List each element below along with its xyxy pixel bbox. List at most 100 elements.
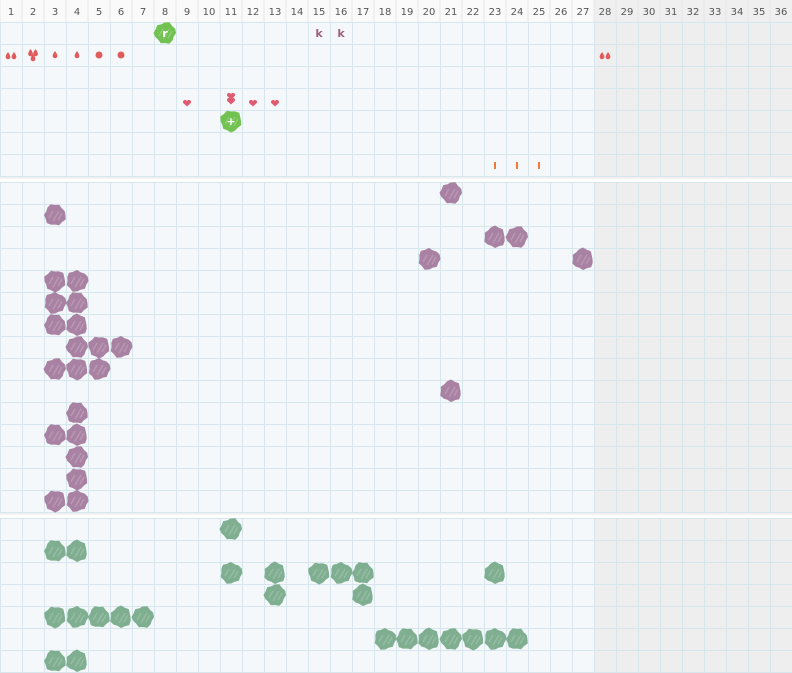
blob	[66, 292, 88, 314]
blob	[88, 336, 110, 359]
blob-texture	[356, 590, 371, 602]
column-number: 36	[775, 7, 788, 18]
tick-marker	[538, 162, 540, 169]
heart	[248, 99, 258, 107]
column-number: 35	[753, 7, 766, 18]
blob	[220, 562, 243, 584]
blob-texture	[48, 298, 63, 310]
blob-texture	[136, 612, 151, 624]
droplet	[33, 49, 38, 57]
column-number: 16	[335, 7, 348, 18]
droplet	[5, 52, 11, 60]
section-shade	[594, 182, 792, 512]
blob	[66, 539, 87, 562]
column-number: 9	[184, 7, 190, 18]
blob-texture	[92, 364, 107, 376]
blob	[44, 490, 66, 513]
blob-texture	[70, 276, 85, 288]
column-number: 30	[643, 7, 656, 18]
blob-texture	[48, 430, 63, 442]
column-number: 21	[445, 7, 458, 18]
blob	[462, 628, 484, 651]
column-number: 14	[291, 7, 304, 18]
blob-texture	[422, 634, 437, 646]
column-number: 2	[30, 7, 36, 18]
blob	[44, 270, 66, 293]
blob-texture	[48, 320, 63, 332]
blob-texture	[510, 232, 525, 244]
blob-texture	[378, 634, 393, 646]
blob-texture	[444, 188, 459, 200]
blob	[374, 628, 397, 650]
blob-texture	[334, 568, 349, 580]
blob-texture	[312, 568, 327, 580]
cell-label: r	[162, 27, 168, 40]
blob-texture	[224, 116, 239, 128]
column-number: 28	[599, 7, 612, 18]
droplet	[74, 51, 80, 59]
column-number: 19	[401, 7, 414, 18]
blob-texture	[70, 546, 85, 558]
section-bg	[0, 518, 594, 672]
blob-texture	[466, 634, 481, 646]
blob	[110, 336, 133, 358]
blob	[439, 182, 462, 204]
heart	[226, 97, 236, 105]
blob	[308, 562, 330, 585]
blob	[506, 628, 528, 650]
column-number: 13	[269, 7, 282, 18]
blob-texture	[576, 254, 591, 266]
blob-texture	[70, 342, 85, 354]
blob	[65, 336, 88, 358]
column-number: 26	[555, 7, 568, 18]
blob-texture	[70, 408, 85, 420]
blob	[88, 606, 110, 628]
heart	[226, 92, 236, 100]
blob	[88, 358, 111, 380]
column-number: 27	[577, 7, 590, 18]
blob	[330, 562, 353, 584]
column-number: 6	[118, 7, 124, 18]
blob-texture	[70, 452, 85, 464]
droplet	[30, 54, 36, 62]
blob	[572, 247, 593, 270]
blob-texture	[70, 612, 85, 624]
column-number: 20	[423, 7, 436, 18]
blob-texture	[268, 590, 283, 602]
droplet	[11, 52, 17, 60]
blob	[66, 606, 89, 628]
blob	[43, 358, 66, 380]
column-number: 11	[225, 7, 238, 18]
blob-texture	[488, 568, 503, 580]
blob-texture	[70, 320, 85, 332]
blob	[219, 518, 242, 540]
blob	[484, 628, 507, 650]
blob-texture	[356, 568, 371, 580]
column-number: 10	[203, 7, 216, 18]
blob-texture	[48, 364, 63, 376]
blob	[66, 468, 88, 491]
column-number: 5	[96, 7, 102, 18]
blob	[352, 583, 373, 606]
droplet	[599, 52, 605, 60]
column-number: 7	[140, 7, 146, 18]
heart	[182, 99, 192, 107]
dot	[95, 51, 103, 59]
blob-texture	[70, 364, 85, 376]
column-number: 23	[489, 7, 502, 18]
blob-texture	[48, 496, 63, 508]
blob	[44, 314, 66, 336]
dot	[117, 51, 125, 59]
column-number: 22	[467, 7, 480, 18]
blob	[66, 358, 88, 381]
column-number: 8	[162, 7, 168, 18]
blob-texture	[488, 232, 503, 244]
column-number: 32	[687, 7, 700, 18]
blob	[66, 402, 88, 424]
blob-texture	[48, 612, 63, 624]
column-number: 4	[74, 7, 80, 18]
blob	[66, 423, 87, 446]
blob	[44, 424, 66, 446]
column-number: 33	[709, 7, 722, 18]
